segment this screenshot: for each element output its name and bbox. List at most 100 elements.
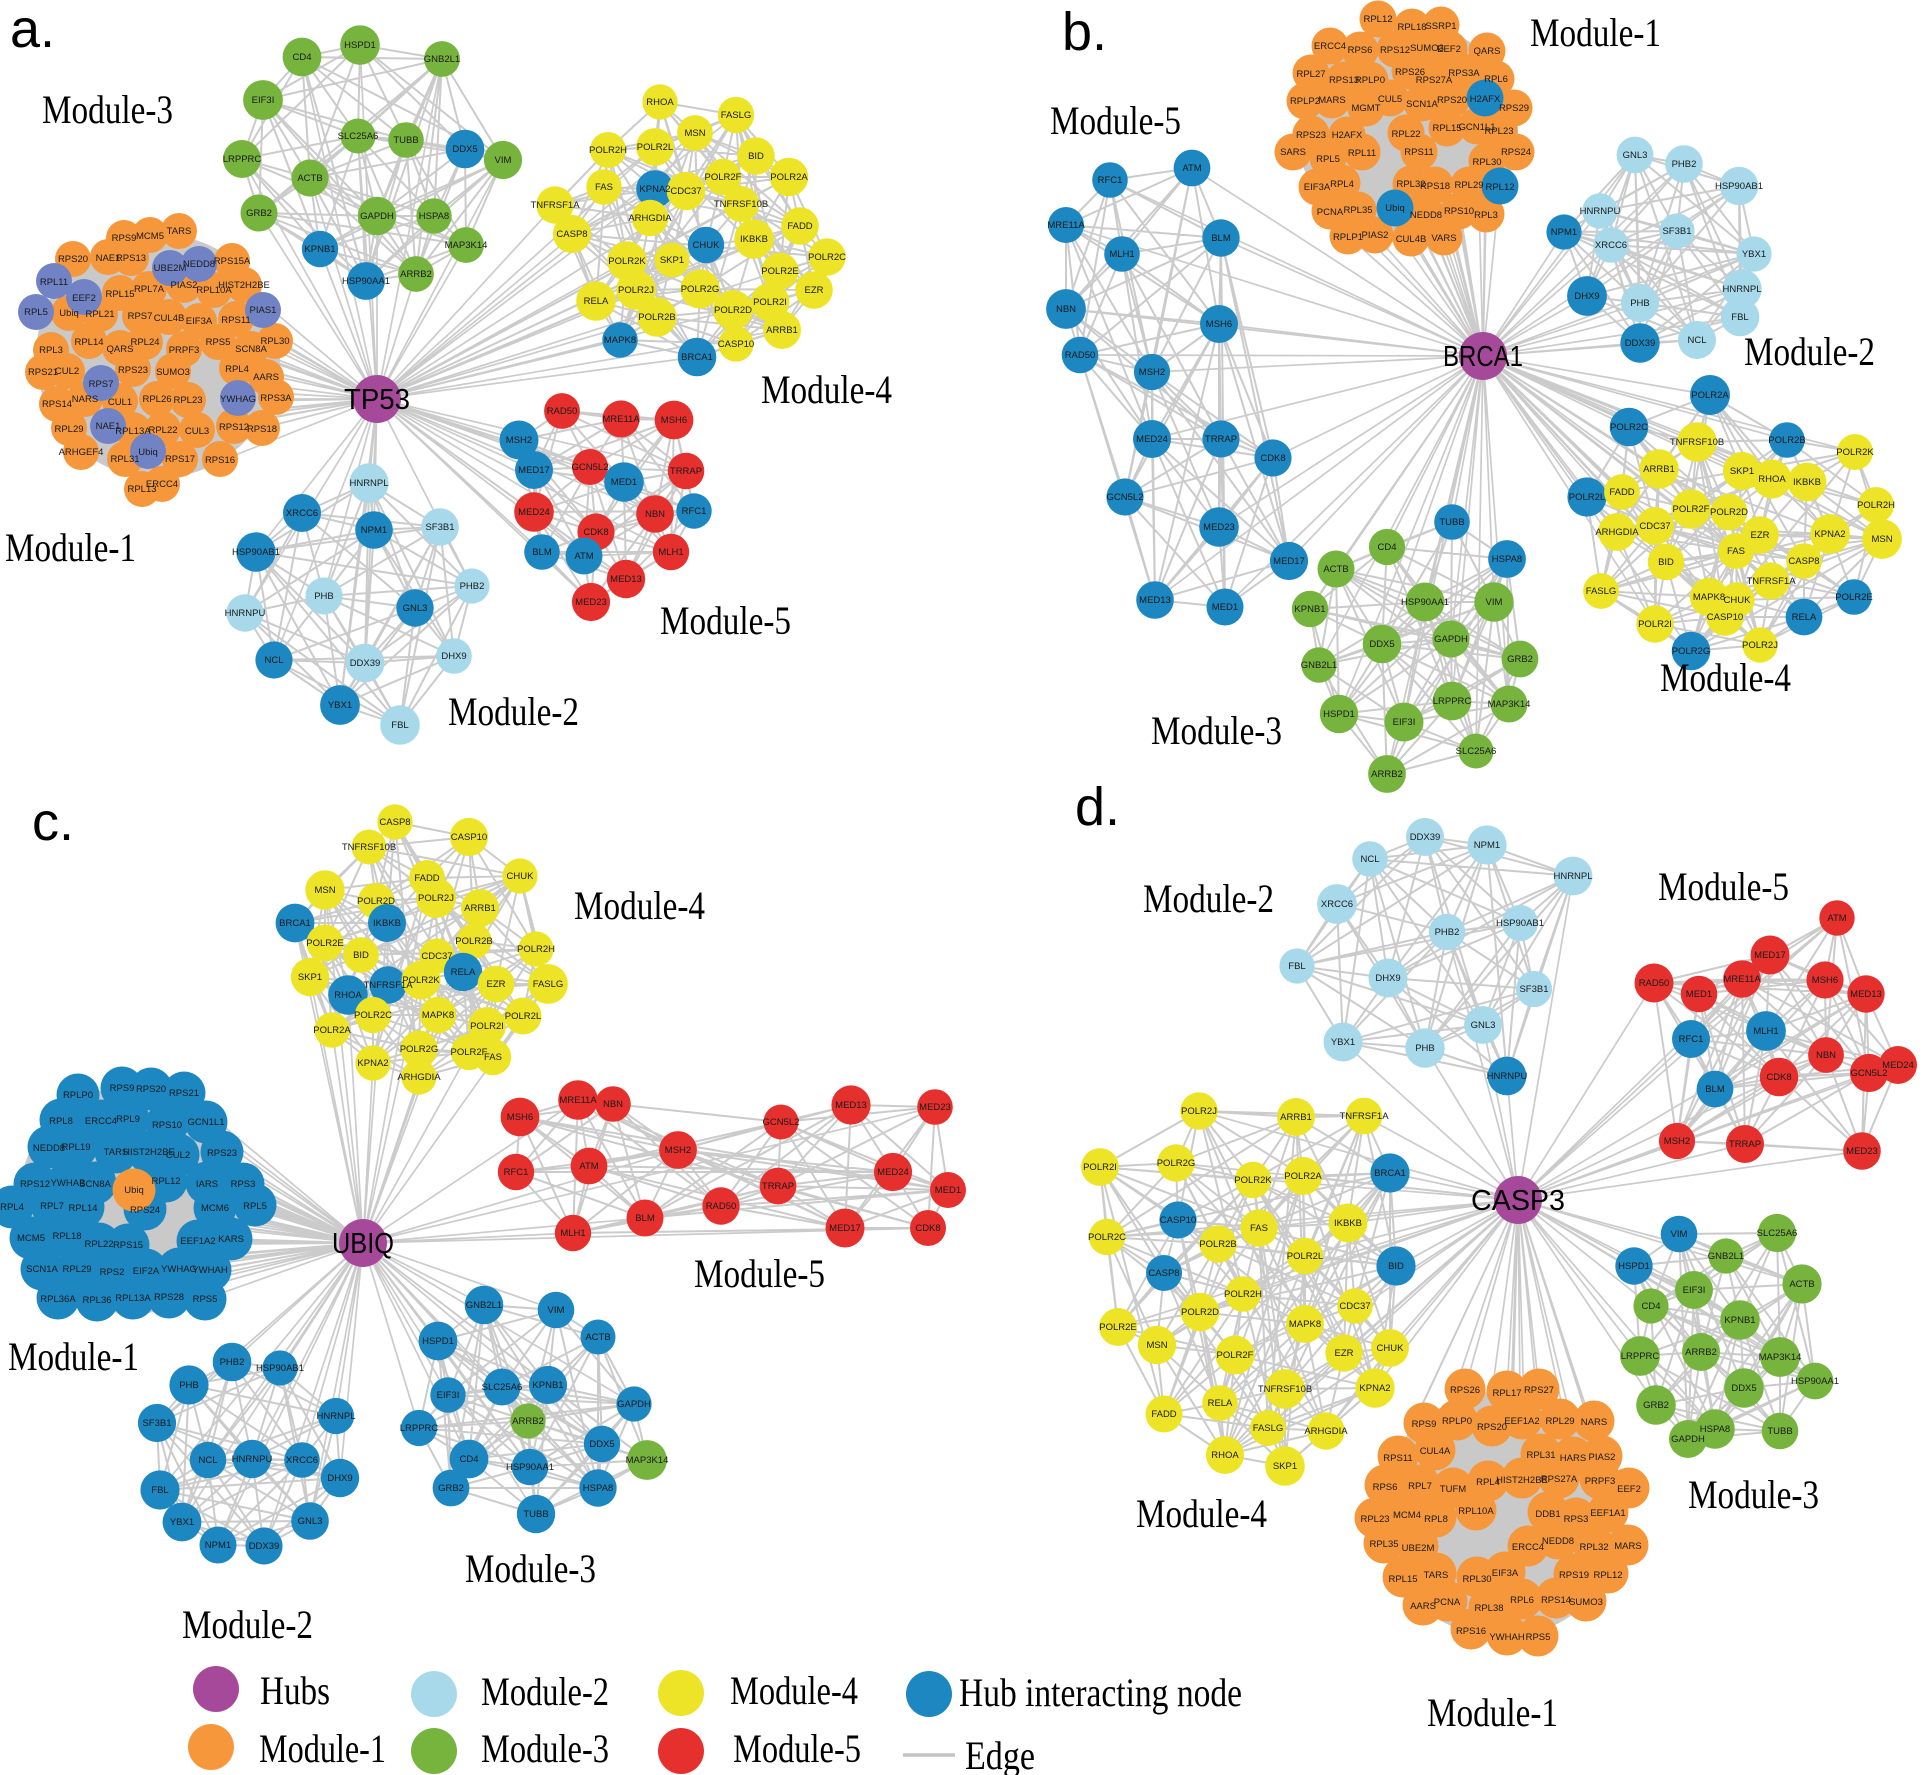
svg-text:SF3B1: SF3B1 bbox=[1662, 226, 1691, 237]
svg-text:MSH2: MSH2 bbox=[506, 435, 532, 446]
svg-text:RPL13A: RPL13A bbox=[115, 426, 151, 437]
svg-text:MGMT: MGMT bbox=[1351, 103, 1380, 114]
svg-text:RELA: RELA bbox=[1792, 612, 1817, 623]
svg-text:MSH6: MSH6 bbox=[1206, 319, 1232, 330]
svg-text:GNB2L1: GNB2L1 bbox=[1708, 1251, 1744, 1262]
svg-text:ARRB1: ARRB1 bbox=[464, 903, 496, 914]
svg-text:MAP3K14: MAP3K14 bbox=[1759, 1352, 1802, 1363]
svg-text:FAS: FAS bbox=[484, 1052, 502, 1063]
svg-text:SARS: SARS bbox=[1280, 147, 1306, 158]
svg-text:TUBB: TUBB bbox=[393, 135, 418, 146]
svg-text:XRCC6: XRCC6 bbox=[1595, 240, 1627, 251]
svg-text:RHOA: RHOA bbox=[1758, 474, 1786, 485]
svg-text:POLR2H: POLR2H bbox=[1224, 1289, 1262, 1300]
svg-text:POLR2I: POLR2I bbox=[1083, 1162, 1117, 1173]
svg-text:RPL31: RPL31 bbox=[110, 454, 139, 465]
svg-text:Module-4: Module-4 bbox=[574, 883, 705, 928]
svg-text:RFC1: RFC1 bbox=[1098, 175, 1123, 186]
svg-text:BRCA1: BRCA1 bbox=[1443, 341, 1523, 373]
svg-text:RPL22: RPL22 bbox=[148, 425, 177, 436]
svg-text:ARRB2: ARRB2 bbox=[1371, 769, 1403, 780]
svg-text:CASP10: CASP10 bbox=[1160, 1215, 1196, 1226]
svg-text:RHOA: RHOA bbox=[1211, 1450, 1239, 1461]
svg-text:YWHAH: YWHAH bbox=[1489, 1632, 1525, 1643]
svg-text:POLR2J: POLR2J bbox=[1181, 1106, 1217, 1117]
svg-text:YWHAG: YWHAG bbox=[220, 394, 256, 405]
svg-text:FASLG: FASLG bbox=[533, 979, 564, 990]
svg-text:NCL: NCL bbox=[1360, 854, 1379, 865]
svg-text:RPS12: RPS12 bbox=[219, 422, 249, 433]
svg-text:TRRAP: TRRAP bbox=[1729, 1139, 1761, 1150]
svg-text:LRPPRC: LRPPRC bbox=[1621, 1351, 1660, 1362]
svg-text:RPS26: RPS26 bbox=[1450, 1385, 1480, 1396]
svg-text:a.: a. bbox=[10, 0, 55, 59]
svg-text:POLR2B: POLR2B bbox=[455, 936, 493, 947]
svg-text:CDC37: CDC37 bbox=[1339, 1301, 1370, 1312]
svg-text:BID: BID bbox=[1388, 1261, 1404, 1272]
svg-text:RPS5: RPS5 bbox=[206, 337, 231, 348]
svg-text:HSPA8: HSPA8 bbox=[1492, 554, 1522, 565]
svg-text:RFC1: RFC1 bbox=[682, 506, 707, 517]
svg-text:NEDD8: NEDD8 bbox=[1410, 210, 1442, 221]
svg-text:YBX1: YBX1 bbox=[1331, 1037, 1355, 1048]
svg-text:RPL35: RPL35 bbox=[1369, 1539, 1398, 1550]
svg-text:MED23: MED23 bbox=[919, 1102, 951, 1113]
svg-text:POLR2B: POLR2B bbox=[638, 312, 676, 323]
svg-text:SF3B1: SF3B1 bbox=[142, 1418, 171, 1429]
svg-text:HSPD1: HSPD1 bbox=[1323, 709, 1355, 720]
svg-text:GNL3: GNL3 bbox=[298, 1516, 323, 1527]
svg-text:NEDD8: NEDD8 bbox=[33, 1143, 65, 1154]
svg-text:RHOA: RHOA bbox=[334, 990, 362, 1001]
svg-text:RPS12: RPS12 bbox=[1380, 45, 1410, 56]
svg-text:RPL30: RPL30 bbox=[1462, 1574, 1491, 1585]
svg-text:KPNA2: KPNA2 bbox=[357, 1058, 388, 1069]
svg-text:RPS5: RPS5 bbox=[193, 1294, 218, 1305]
svg-text:NBN: NBN bbox=[603, 1099, 623, 1110]
svg-text:CDK8: CDK8 bbox=[1260, 453, 1285, 464]
svg-text:RPS23: RPS23 bbox=[118, 365, 148, 376]
svg-text:HNRNPL: HNRNPL bbox=[316, 1411, 355, 1422]
svg-text:CASP8: CASP8 bbox=[1148, 1268, 1179, 1279]
svg-text:RPS9: RPS9 bbox=[112, 233, 137, 244]
svg-text:GNL3: GNL3 bbox=[1471, 1020, 1496, 1031]
svg-text:TARS: TARS bbox=[104, 1147, 129, 1158]
svg-text:BLM: BLM bbox=[1211, 233, 1231, 244]
svg-text:Ubiq: Ubiq bbox=[59, 308, 79, 319]
svg-text:ARHGEF4: ARHGEF4 bbox=[59, 447, 104, 458]
svg-text:YWHAB: YWHAB bbox=[51, 1178, 86, 1189]
svg-text:GNL3: GNL3 bbox=[403, 603, 428, 614]
svg-text:MED1: MED1 bbox=[1212, 602, 1238, 613]
svg-text:PIAS2: PIAS2 bbox=[171, 280, 198, 291]
svg-text:SF3B1: SF3B1 bbox=[425, 522, 454, 533]
svg-text:RPL12: RPL12 bbox=[1363, 14, 1392, 25]
svg-text:BID: BID bbox=[353, 950, 369, 961]
svg-text:POLR2B: POLR2B bbox=[1199, 1239, 1237, 1250]
svg-text:Module-5: Module-5 bbox=[1658, 864, 1789, 909]
svg-text:BRCA1: BRCA1 bbox=[681, 352, 713, 363]
svg-text:POLR2F: POLR2F bbox=[1673, 504, 1710, 515]
svg-text:CD4: CD4 bbox=[292, 52, 311, 63]
svg-text:GNB2L1: GNB2L1 bbox=[466, 1300, 502, 1311]
svg-text:NPM1: NPM1 bbox=[1474, 840, 1500, 851]
svg-text:FAS: FAS bbox=[1727, 546, 1745, 557]
svg-text:VIM: VIM bbox=[1486, 597, 1503, 608]
svg-text:TNFRSF1A: TNFRSF1A bbox=[1339, 1111, 1389, 1122]
svg-text:CASP8: CASP8 bbox=[1788, 556, 1819, 567]
svg-text:RPL32: RPL32 bbox=[1396, 179, 1425, 190]
svg-text:POLR2F: POLR2F bbox=[451, 1047, 488, 1058]
svg-text:QARS: QARS bbox=[1474, 46, 1501, 57]
svg-text:H2AFX: H2AFX bbox=[1470, 94, 1501, 105]
svg-text:RPS12: RPS12 bbox=[20, 1179, 50, 1190]
svg-text:MED24: MED24 bbox=[518, 507, 550, 518]
svg-text:DDX39: DDX39 bbox=[350, 658, 381, 669]
svg-text:RPS11: RPS11 bbox=[221, 315, 250, 326]
svg-text:MCM6: MCM6 bbox=[201, 1203, 229, 1214]
svg-text:CDK8: CDK8 bbox=[915, 1223, 940, 1234]
svg-text:TRRAP: TRRAP bbox=[670, 466, 702, 477]
svg-text:CASP10: CASP10 bbox=[1707, 612, 1743, 623]
svg-text:RPL13A: RPL13A bbox=[115, 1293, 151, 1304]
svg-text:RPS20: RPS20 bbox=[1437, 95, 1467, 106]
svg-text:RPS26: RPS26 bbox=[1395, 67, 1425, 78]
svg-text:HNRNPU: HNRNPU bbox=[232, 1454, 273, 1465]
svg-text:TNFRSF10B: TNFRSF10B bbox=[1258, 1384, 1312, 1395]
